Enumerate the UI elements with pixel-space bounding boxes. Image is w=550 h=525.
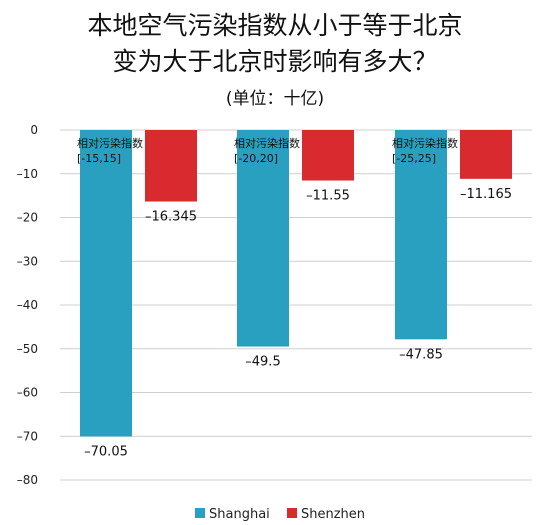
category-range-label: [-15,15]	[77, 152, 121, 165]
legend-label-shanghai: Shanghai	[209, 507, 270, 522]
value-label: –11.165	[460, 187, 512, 202]
bar-shanghai-2	[237, 130, 289, 347]
y-tick-label: 0	[30, 123, 38, 137]
bar-shenzhen-2	[302, 130, 354, 181]
y-tick-label: –10	[17, 167, 38, 181]
category-range-label: [-25,25]	[392, 152, 436, 165]
y-tick-label: –80	[17, 473, 38, 487]
value-label: –16.345	[145, 210, 197, 225]
bar-shanghai-3	[395, 130, 447, 340]
category-label: 相对污染指数	[77, 136, 143, 150]
category-range-label: [-20,20]	[234, 152, 278, 165]
value-label: –49.5	[245, 355, 280, 370]
chart-title-line-2: 变为大于北京时影响有多大？	[112, 47, 438, 76]
chart-title: 本地空气污染指数从小于等于北京 变为大于北京时影响有多大？	[0, 8, 550, 80]
y-tick-label: –60	[17, 386, 38, 400]
value-label: –70.05	[84, 444, 128, 459]
value-label: –47.85	[399, 347, 443, 362]
legend-label-shenzhen: Shenzhen	[301, 507, 365, 522]
value-label: –11.55	[306, 189, 350, 204]
y-tick-label: –50	[17, 342, 38, 356]
y-tick-label: –20	[17, 211, 38, 225]
category-label: 相对污染指数	[392, 136, 458, 150]
bar-shanghai-1	[80, 130, 132, 437]
unit-label: (单位：十亿)	[225, 89, 325, 109]
y-tick-label: –30	[17, 254, 38, 268]
y-tick-label: –40	[17, 298, 38, 312]
legend-swatch-shanghai	[195, 508, 205, 518]
bar-shenzhen-1	[145, 130, 197, 202]
bar-shenzhen-3	[460, 130, 512, 179]
category-label: 相对污染指数	[234, 136, 300, 150]
chart-title-line-1: 本地空气污染指数从小于等于北京	[87, 11, 463, 40]
legend-swatch-shenzhen	[287, 508, 297, 518]
y-tick-label: –70	[17, 429, 38, 443]
